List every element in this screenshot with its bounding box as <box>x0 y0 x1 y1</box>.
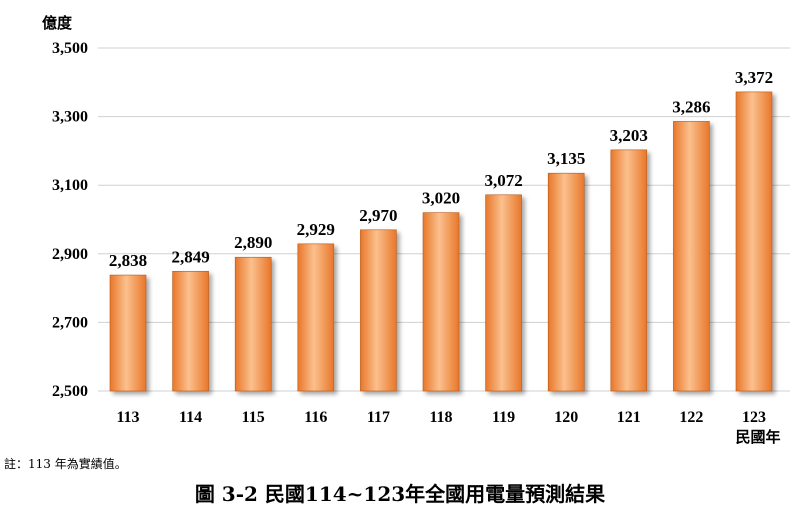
data-label: 3,135 <box>547 149 585 168</box>
bars <box>109 91 773 392</box>
data-label: 3,072 <box>484 171 522 190</box>
y-tick-label: 2,500 <box>52 383 88 400</box>
y-tick-label: 3,500 <box>52 40 88 57</box>
x-tick-label: 117 <box>367 409 390 426</box>
y-tick-label: 2,700 <box>52 314 88 331</box>
bar-115 <box>234 256 272 392</box>
x-tick-label: 121 <box>617 409 641 426</box>
x-tick-label: 114 <box>179 409 202 426</box>
data-label: 2,970 <box>359 206 397 225</box>
x-tick-label: 122 <box>679 409 703 426</box>
data-label: 3,372 <box>735 68 773 87</box>
bar-114 <box>172 270 209 392</box>
y-axis-ticks: 2,500 2,700 2,900 3,100 3,300 3,500 <box>52 40 88 400</box>
bar-123 <box>735 91 773 392</box>
bar-120 <box>547 172 585 392</box>
x-tick-label: 118 <box>429 409 452 426</box>
x-tick-label: 123 <box>742 409 766 426</box>
bar-122 <box>673 121 710 392</box>
x-axis-label: 民國年 <box>735 428 780 446</box>
y-axis-label: 億度 <box>42 14 73 32</box>
data-label: 3,203 <box>610 126 648 145</box>
bar-118 <box>422 212 460 392</box>
data-labels: 2,838 2,849 2,890 2,929 2,970 3,020 3,072 3,135… <box>109 68 773 270</box>
y-tick-label: 3,100 <box>52 177 88 194</box>
bar-113 <box>109 274 147 392</box>
data-label: 2,849 <box>171 247 209 266</box>
figure-caption: 圖 3-2 民國114~123年全國用電量預測結果 <box>194 482 606 506</box>
bar-121 <box>610 149 648 392</box>
x-tick-label: 119 <box>492 409 515 426</box>
y-tick-label: 2,900 <box>52 246 88 263</box>
bar-119 <box>485 194 522 392</box>
y-tick-label: 3,300 <box>52 109 88 126</box>
data-label: 2,890 <box>234 233 272 252</box>
x-tick-label: 120 <box>554 409 578 426</box>
footnote: 註：113 年為實績值。 <box>4 457 127 471</box>
x-tick-label: 113 <box>116 409 139 426</box>
x-tick-label: 116 <box>304 409 327 426</box>
bar-117 <box>360 229 397 392</box>
data-label: 3,286 <box>672 97 710 116</box>
x-axis-ticks: 113 114 115 116 117 118 119 120 121 122 123 <box>116 409 766 426</box>
data-label: 3,020 <box>422 189 460 208</box>
data-label: 2,929 <box>297 220 335 239</box>
bar-116 <box>297 243 335 392</box>
x-tick-label: 115 <box>242 409 265 426</box>
data-label: 2,838 <box>109 251 147 270</box>
